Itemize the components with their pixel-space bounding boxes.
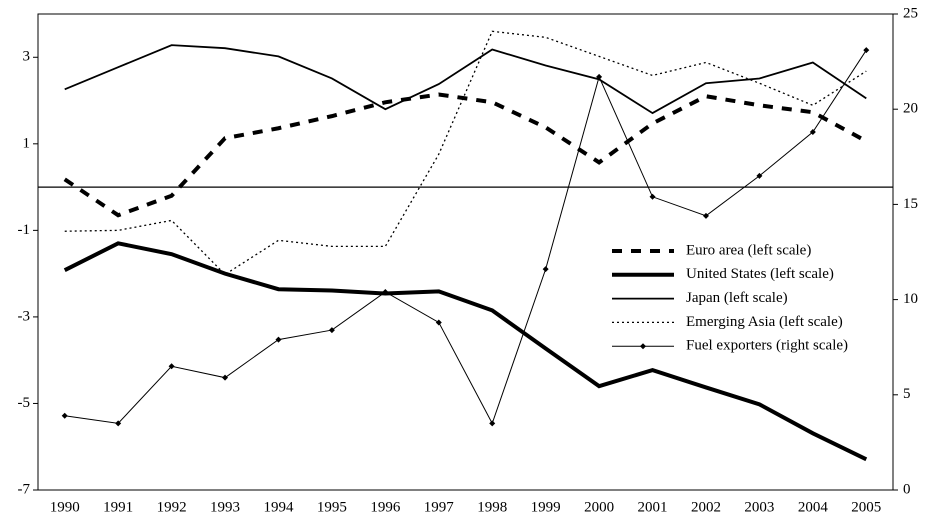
marker [328,327,335,334]
x-tick-label: 1995 [317,499,347,515]
y2-tick-label: 5 [903,386,911,402]
series-line [64,30,867,276]
x-tick-label: 1997 [424,499,455,515]
x-tick-label: 2004 [798,499,829,515]
y2-tick-label: 20 [903,101,918,117]
y-tick-label: -1 [18,222,31,238]
series-line [64,44,867,115]
y2-tick-label: 10 [903,291,918,307]
marker [863,47,870,54]
legend-label: United States (left scale) [686,266,834,282]
marker [382,288,389,295]
x-tick-label: 2002 [691,499,721,515]
x-tick-label: 2001 [638,499,668,515]
marker [489,420,496,427]
y2-tick-label: 0 [903,481,911,497]
y-tick-label: 1 [23,135,31,151]
y-tick-label: -5 [18,395,31,411]
legend-label: Fuel exporters (right scale) [686,338,848,354]
x-tick-label: 2005 [851,499,881,515]
marker [649,193,656,200]
marker [222,374,229,381]
marker [596,73,603,80]
series-line [63,92,868,218]
marker [435,319,442,326]
series-line [64,49,867,425]
x-tick-label: 1994 [263,499,294,515]
y2-tick-label: 15 [903,196,918,212]
x-tick-label: 1999 [531,499,561,515]
y-tick-label: -3 [18,308,31,324]
marker [702,212,709,219]
y-tick-label: 3 [23,49,31,65]
x-tick-label: 2000 [584,499,614,515]
marker [756,172,763,179]
marker [115,420,122,427]
x-tick-label: 1993 [210,499,240,515]
x-tick-label: 1998 [477,499,507,515]
series-line [63,241,868,462]
legend-label: Emerging Asia (left scale) [686,314,843,330]
marker [168,363,175,370]
legend-label: Japan (left scale) [686,290,788,306]
legend-marker [640,343,646,350]
marker [809,129,816,136]
x-tick-label: 2003 [744,499,774,515]
marker [61,412,68,419]
y-tick-label: -7 [18,481,31,497]
x-tick-label: 1996 [370,499,401,515]
legend-label: Euro area (left scale) [686,242,811,258]
x-tick-label: 1991 [103,499,133,515]
x-tick-label: 1990 [50,499,80,515]
x-tick-label: 1992 [157,499,187,515]
marker [542,266,549,273]
plot-frame [37,13,894,491]
marker [275,336,282,343]
y2-tick-label: 25 [903,5,918,21]
